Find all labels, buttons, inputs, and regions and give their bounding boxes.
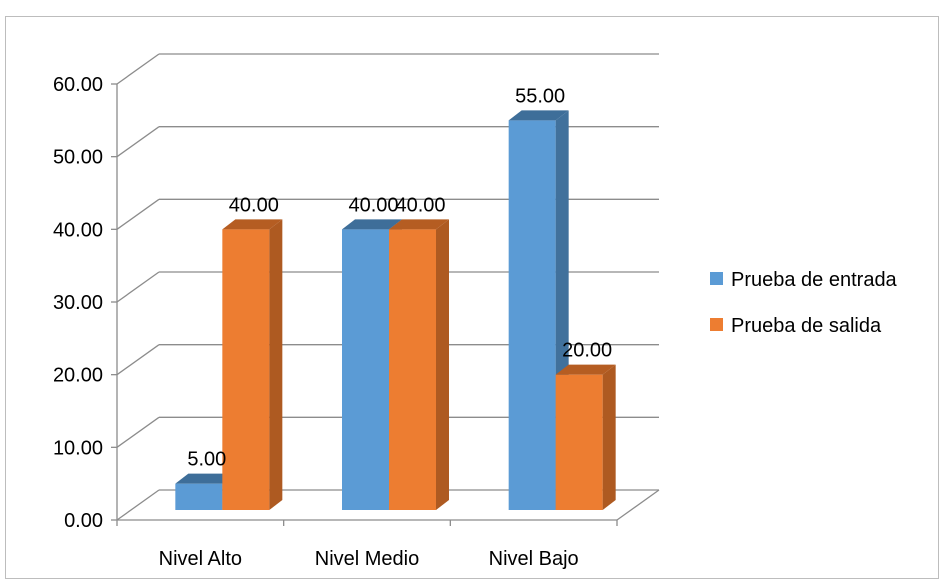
x-category-label: Nivel Medio bbox=[315, 548, 419, 570]
legend-layer: Prueba de entrada Prueba de salida bbox=[710, 269, 898, 337]
data-label: 20.00 bbox=[562, 340, 612, 362]
gridline-side bbox=[116, 344, 160, 376]
bar-group bbox=[175, 473, 236, 510]
bar-layer bbox=[175, 110, 616, 511]
x-category-label: Nivel Alto bbox=[159, 548, 242, 570]
gridline-side bbox=[116, 126, 160, 158]
y-tick-label: 0.00 bbox=[64, 510, 103, 532]
bar-group bbox=[555, 364, 616, 510]
axis-layer: 0.00 10.00 20.00 30.00 40.00 50.00 60.00 Nivel … bbox=[53, 74, 660, 570]
legend-label: Prueba de entrada bbox=[731, 269, 898, 291]
bar bbox=[342, 229, 389, 511]
bar bbox=[222, 229, 270, 511]
y-tick-label: 20.00 bbox=[53, 365, 103, 387]
x-axis-depth-line bbox=[616, 489, 660, 521]
chart-border bbox=[5, 16, 939, 579]
bar-top bbox=[508, 110, 569, 121]
data-label: 5.00 bbox=[187, 449, 226, 471]
legend-label: Prueba de salida bbox=[731, 315, 882, 337]
data-label: 40.00 bbox=[229, 194, 279, 216]
y-tick-label: 60.00 bbox=[53, 74, 103, 96]
bar bbox=[175, 483, 223, 510]
gridline-side bbox=[116, 271, 160, 303]
bar-top bbox=[342, 219, 402, 230]
bar-top bbox=[389, 219, 449, 230]
gridline-side bbox=[116, 489, 160, 521]
bar-side bbox=[269, 219, 283, 511]
bar-group bbox=[222, 219, 283, 511]
legend-swatch bbox=[710, 318, 723, 331]
bar bbox=[389, 229, 436, 511]
gridline-side bbox=[116, 416, 160, 448]
bar bbox=[508, 120, 556, 510]
bar-top bbox=[175, 473, 236, 484]
gridline-side bbox=[116, 53, 160, 85]
bar-top bbox=[555, 364, 616, 375]
x-category-label: Nivel Bajo bbox=[489, 548, 579, 570]
bar-group bbox=[389, 219, 449, 511]
gridline-side bbox=[116, 198, 160, 230]
data-label: 55.00 bbox=[515, 85, 565, 107]
data-label: 40.00 bbox=[395, 194, 445, 216]
bar bbox=[555, 374, 603, 510]
y-tick-label: 10.00 bbox=[53, 437, 103, 459]
y-tick-label: 50.00 bbox=[53, 147, 103, 169]
bar-side bbox=[436, 219, 449, 511]
bar-top bbox=[222, 219, 283, 230]
bar-side bbox=[602, 364, 616, 510]
data-label: 40.00 bbox=[348, 194, 398, 216]
legend-swatch bbox=[710, 272, 723, 285]
y-tick-label: 30.00 bbox=[53, 292, 103, 314]
y-tick-label: 40.00 bbox=[53, 219, 103, 241]
